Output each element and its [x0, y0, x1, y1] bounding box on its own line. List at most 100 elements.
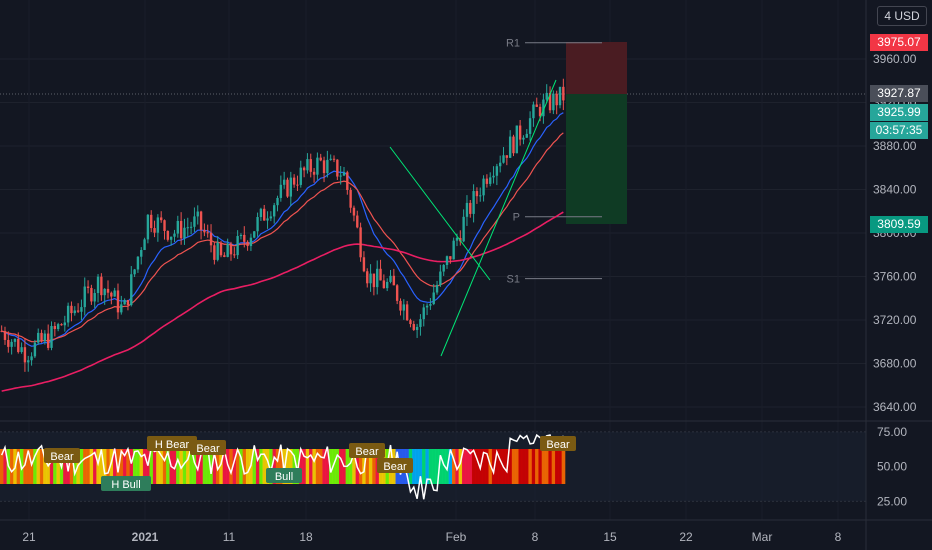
- osc-signal-label: H Bear: [155, 439, 190, 451]
- candle-body: [199, 211, 203, 230]
- candle-body: [455, 237, 459, 241]
- candle-body: [359, 227, 362, 258]
- candle-body: [482, 178, 485, 196]
- candle-body: [349, 189, 352, 208]
- osc-heat-bar: [212, 449, 217, 484]
- candle-body: [356, 215, 359, 228]
- candle-body: [239, 234, 243, 237]
- osc-heat-bar: [461, 449, 466, 484]
- osc-heat-bar: [315, 449, 320, 484]
- osc-heat-bar: [89, 449, 94, 484]
- osc-heat-bar: [9, 449, 14, 484]
- candle-body: [472, 191, 475, 214]
- candle-body: [452, 240, 455, 260]
- osc-y-tick-label: 25.00: [877, 494, 907, 508]
- countdown-tag: 03:57:35: [870, 122, 928, 139]
- osc-heat-bar: [129, 449, 134, 484]
- candle-body: [63, 322, 67, 326]
- candle-body: [93, 293, 96, 302]
- candle-body: [366, 271, 369, 284]
- candle-body: [193, 216, 196, 227]
- candle-body: [143, 239, 146, 251]
- candle-body: [552, 93, 555, 111]
- osc-heat-bar: [448, 449, 453, 484]
- osc-heat-bar: [352, 449, 356, 484]
- candle-body: [256, 217, 259, 232]
- candle-body: [489, 177, 492, 184]
- candle-body: [495, 166, 499, 176]
- candle-body: [326, 159, 329, 174]
- osc-heat-bar: [122, 449, 127, 484]
- candle-body: [535, 104, 538, 107]
- candle-body: [73, 310, 76, 314]
- candle-body: [445, 256, 449, 266]
- candle-body: [459, 237, 462, 242]
- osc-heat-bar: [435, 449, 440, 484]
- osc-signal-badge: [44, 448, 80, 463]
- osc-heat-bar: [86, 449, 91, 484]
- candle-body: [528, 118, 532, 134]
- osc-heat-bar: [309, 449, 313, 484]
- candle-body: [525, 133, 528, 138]
- candle-body: [106, 288, 110, 293]
- osc-heat-bar: [53, 449, 57, 484]
- candle-body: [362, 257, 366, 272]
- candle-body: [419, 319, 422, 327]
- candle-body: [166, 230, 170, 240]
- osc-heat-bar: [475, 449, 479, 484]
- stop-loss-zone: [566, 42, 627, 94]
- candle-body: [156, 217, 160, 233]
- pivot-label: P: [513, 212, 520, 224]
- osc-heat-bar: [551, 449, 556, 484]
- osc-signal-label: Bear: [50, 451, 74, 463]
- osc-heat-bar: [192, 449, 197, 484]
- candle-body: [173, 233, 176, 237]
- osc-heat-bar: [495, 449, 499, 484]
- candle-body: [176, 220, 180, 234]
- candle-body: [442, 265, 445, 272]
- candle-body: [498, 162, 502, 167]
- osc-heat-bar: [33, 449, 37, 484]
- candle-body: [422, 307, 425, 320]
- osc-signal-label: Bear: [355, 446, 379, 458]
- candle-body: [382, 280, 386, 289]
- osc-heat-bar: [365, 449, 370, 484]
- osc-heat-bar: [106, 449, 110, 484]
- candle-body: [389, 275, 392, 282]
- candle-body: [302, 167, 306, 171]
- candle-body: [329, 158, 332, 160]
- candle-body: [369, 273, 372, 284]
- osc-heat-bar: [222, 449, 227, 484]
- candle-body: [140, 250, 143, 257]
- currency-selector[interactable]: 4 USD: [877, 6, 927, 26]
- candle-body: [429, 304, 432, 306]
- candle-body: [133, 269, 136, 275]
- candle-body: [7, 339, 10, 347]
- candle-body: [542, 99, 545, 117]
- candle-body: [76, 310, 80, 312]
- osc-heat-bar: [69, 449, 74, 484]
- candle-body: [545, 92, 548, 100]
- osc-heat-bar: [528, 449, 533, 484]
- candle-body: [289, 177, 293, 197]
- y-tick-label: 3840.00: [873, 183, 917, 197]
- y-tick-label: 3760.00: [873, 270, 917, 284]
- candle-body: [405, 304, 409, 321]
- x-tick-label: 21: [22, 530, 36, 544]
- osc-heat-bar: [182, 449, 187, 484]
- candle-body: [402, 304, 406, 311]
- osc-heat-bar: [146, 449, 150, 484]
- x-tick-label: Mar: [752, 530, 773, 544]
- candle-body: [213, 245, 216, 260]
- last-price-tag: 3927.87: [870, 85, 928, 102]
- osc-heat-bar: [372, 449, 376, 484]
- candle-body: [492, 175, 495, 178]
- osc-heat-bar: [491, 449, 496, 484]
- osc-heat-bar: [455, 449, 459, 484]
- candle-body: [555, 93, 558, 106]
- moving-averages: [1, 112, 564, 392]
- candle-body: [296, 184, 299, 186]
- osc-heat-bar: [368, 449, 373, 484]
- trendline-up: [440, 79, 557, 357]
